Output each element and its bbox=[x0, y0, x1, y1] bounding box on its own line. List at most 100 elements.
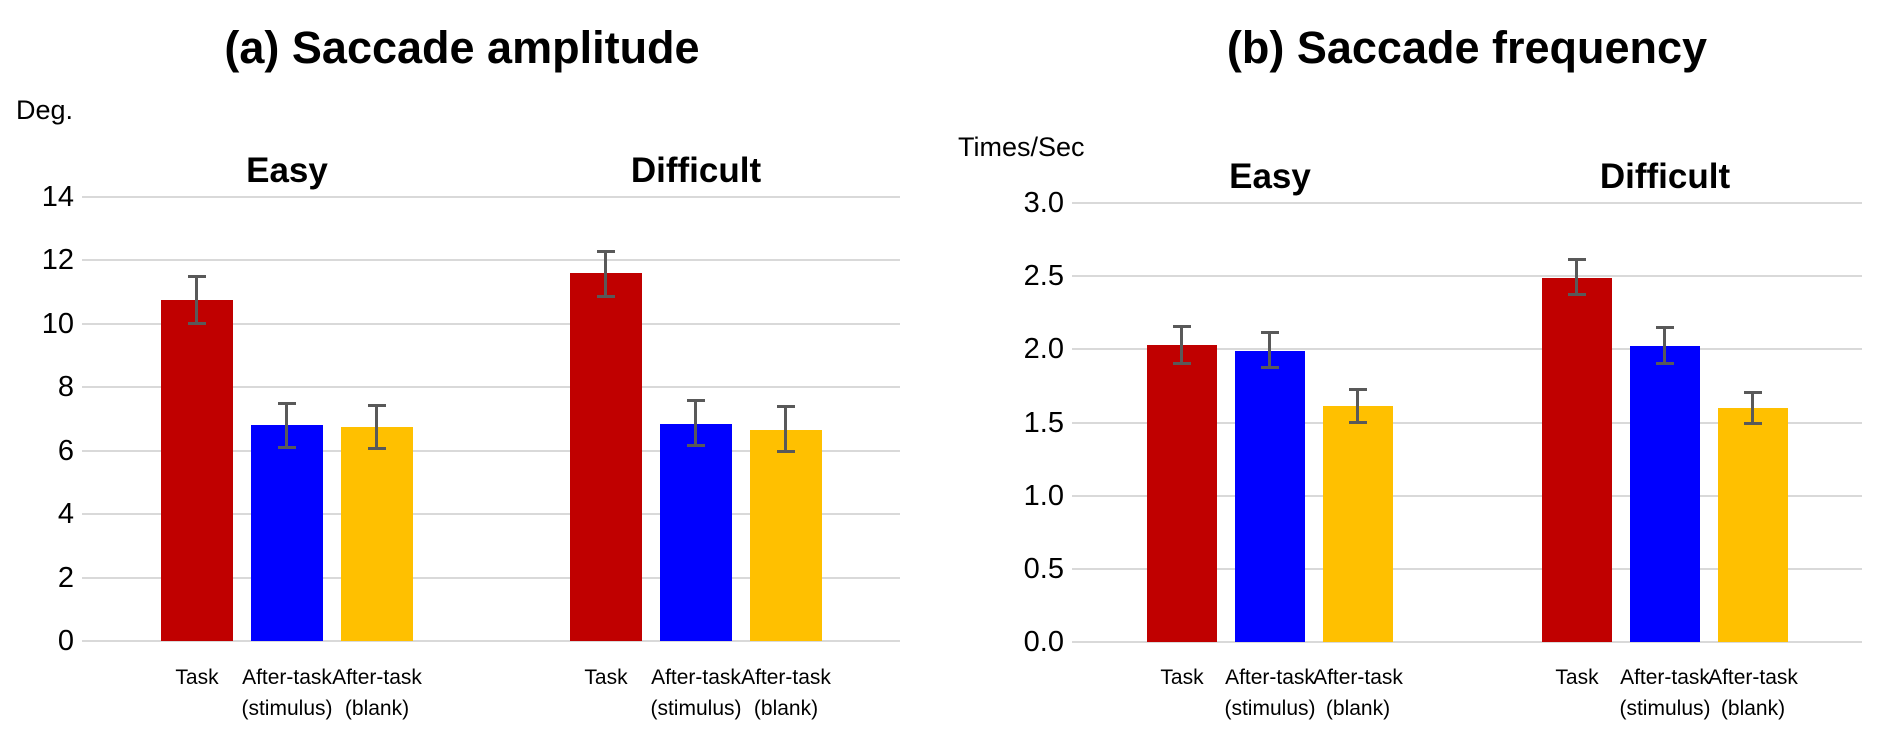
y-tick-label: 0 bbox=[57, 625, 74, 657]
error-bar-cap-bottom bbox=[1261, 366, 1279, 369]
x-tick-label-line2: (blank) bbox=[1720, 697, 1786, 720]
y-tick-label: 0.0 bbox=[1023, 626, 1064, 658]
gridline bbox=[82, 259, 900, 261]
bar-difficult-task bbox=[1542, 278, 1612, 642]
bar-easy-after_task_stimulus bbox=[251, 425, 323, 641]
y-tick-label: 2 bbox=[57, 562, 74, 594]
x-tick-label-line2: (blank) bbox=[344, 697, 410, 720]
x-tick-label: After-task bbox=[1225, 666, 1315, 689]
gridline bbox=[1072, 422, 1862, 424]
error-bar-cap-bottom bbox=[1568, 293, 1586, 296]
y-tick-label: 10 bbox=[41, 308, 74, 340]
y-tick-label: 8 bbox=[57, 371, 74, 403]
y-tick-label: 12 bbox=[41, 244, 74, 276]
x-tick-label-line2: (stimulus) bbox=[1224, 697, 1316, 720]
y-tick-label: 14 bbox=[41, 181, 74, 213]
bar-difficult-after_task_stimulus bbox=[660, 424, 732, 641]
x-tick-label: Task bbox=[584, 666, 628, 689]
error-bar bbox=[195, 276, 198, 324]
y-tick-label: 6 bbox=[57, 435, 74, 467]
error-bar bbox=[1663, 327, 1666, 364]
gridline bbox=[1072, 202, 1862, 204]
error-bar-cap-top bbox=[368, 404, 386, 407]
gridline bbox=[82, 323, 900, 325]
error-bar bbox=[1180, 326, 1183, 364]
error-bar bbox=[1751, 392, 1754, 424]
bar-easy-after_task_stimulus bbox=[1235, 351, 1305, 642]
x-tick-label-line2: (blank) bbox=[753, 697, 819, 720]
group-label-difficult: Difficult bbox=[630, 151, 762, 190]
x-tick-label: After-task bbox=[1708, 666, 1798, 689]
error-bar-cap-bottom bbox=[687, 444, 705, 447]
error-bar-cap-bottom bbox=[1744, 422, 1762, 425]
gridline bbox=[1072, 568, 1862, 570]
error-bar-cap-bottom bbox=[597, 295, 615, 298]
x-tick-label-line2: (blank) bbox=[1325, 697, 1391, 720]
error-bar bbox=[694, 400, 697, 446]
error-bar-cap-top bbox=[278, 402, 296, 405]
x-tick-label: After-task bbox=[1313, 666, 1403, 689]
gridline bbox=[1072, 275, 1862, 277]
error-bar-cap-bottom bbox=[1349, 421, 1367, 424]
x-tick-label-line2: (stimulus) bbox=[1619, 697, 1711, 720]
x-tick-label: After-task bbox=[1620, 666, 1710, 689]
error-bar-cap-top bbox=[777, 405, 795, 408]
error-bar-cap-top bbox=[1349, 388, 1367, 391]
error-bar-cap-bottom bbox=[777, 450, 795, 453]
error-bar-cap-top bbox=[1656, 326, 1674, 329]
error-bar-cap-bottom bbox=[368, 447, 386, 450]
error-bar bbox=[375, 405, 378, 449]
gridline bbox=[82, 196, 900, 198]
y-tick-label: 1.0 bbox=[1023, 480, 1064, 512]
group-label-difficult: Difficult bbox=[1599, 157, 1731, 196]
error-bar-cap-bottom bbox=[1173, 362, 1191, 365]
x-tick-label: Task bbox=[175, 666, 219, 689]
error-bar-cap-top bbox=[597, 250, 615, 253]
error-bar-cap-top bbox=[188, 275, 206, 278]
group-label-easy: Easy bbox=[1229, 157, 1311, 196]
error-bar bbox=[604, 251, 607, 297]
error-bar-cap-top bbox=[1261, 331, 1279, 334]
error-bar-cap-bottom bbox=[278, 446, 296, 449]
x-tick-label: After-task bbox=[651, 666, 741, 689]
error-bar-cap-top bbox=[1568, 258, 1586, 261]
panel-b-y-axis-unit: Times/Sec bbox=[958, 132, 1085, 162]
error-bar bbox=[285, 403, 288, 447]
error-bar bbox=[1268, 332, 1271, 369]
panel-a-y-axis-unit: Deg. bbox=[16, 95, 74, 125]
gridline bbox=[82, 513, 900, 515]
gridline bbox=[82, 577, 900, 579]
error-bar-cap-bottom bbox=[188, 322, 206, 325]
x-tick-label: Task bbox=[1160, 666, 1204, 689]
bar-difficult-task bbox=[570, 273, 642, 641]
gridline bbox=[82, 386, 900, 388]
error-bar-cap-bottom bbox=[1656, 362, 1674, 365]
error-bar-cap-top bbox=[1173, 325, 1191, 328]
x-tick-label: After-task bbox=[741, 666, 831, 689]
x-tick-label: After-task bbox=[332, 666, 422, 689]
error-bar bbox=[784, 406, 787, 452]
error-bar bbox=[1575, 259, 1578, 296]
bar-easy-task bbox=[1147, 345, 1217, 642]
y-tick-label: 3.0 bbox=[1023, 187, 1064, 219]
x-tick-label: Task bbox=[1555, 666, 1599, 689]
x-tick-label-line2: (stimulus) bbox=[650, 697, 742, 720]
bar-difficult-after_task_stimulus bbox=[1630, 346, 1700, 642]
error-bar-cap-top bbox=[687, 399, 705, 402]
y-tick-label: 2.0 bbox=[1023, 333, 1064, 365]
y-tick-label: 2.5 bbox=[1023, 260, 1064, 292]
panel-b-title: (b) Saccade frequency bbox=[1226, 22, 1708, 73]
gridline bbox=[1072, 495, 1862, 497]
x-tick-label-line2: (stimulus) bbox=[241, 697, 333, 720]
gridline bbox=[82, 450, 900, 452]
bar-difficult-after_task_blank bbox=[750, 430, 822, 641]
y-tick-label: 0.5 bbox=[1023, 553, 1064, 585]
bar-easy-after_task_blank bbox=[1323, 406, 1393, 642]
error-bar-cap-top bbox=[1744, 391, 1762, 394]
bar-easy-task bbox=[161, 300, 233, 641]
y-tick-label: 1.5 bbox=[1023, 407, 1064, 439]
bar-easy-after_task_blank bbox=[341, 427, 413, 641]
y-tick-label: 4 bbox=[57, 498, 74, 530]
panel-a-title: (a) Saccade amplitude bbox=[224, 22, 700, 73]
